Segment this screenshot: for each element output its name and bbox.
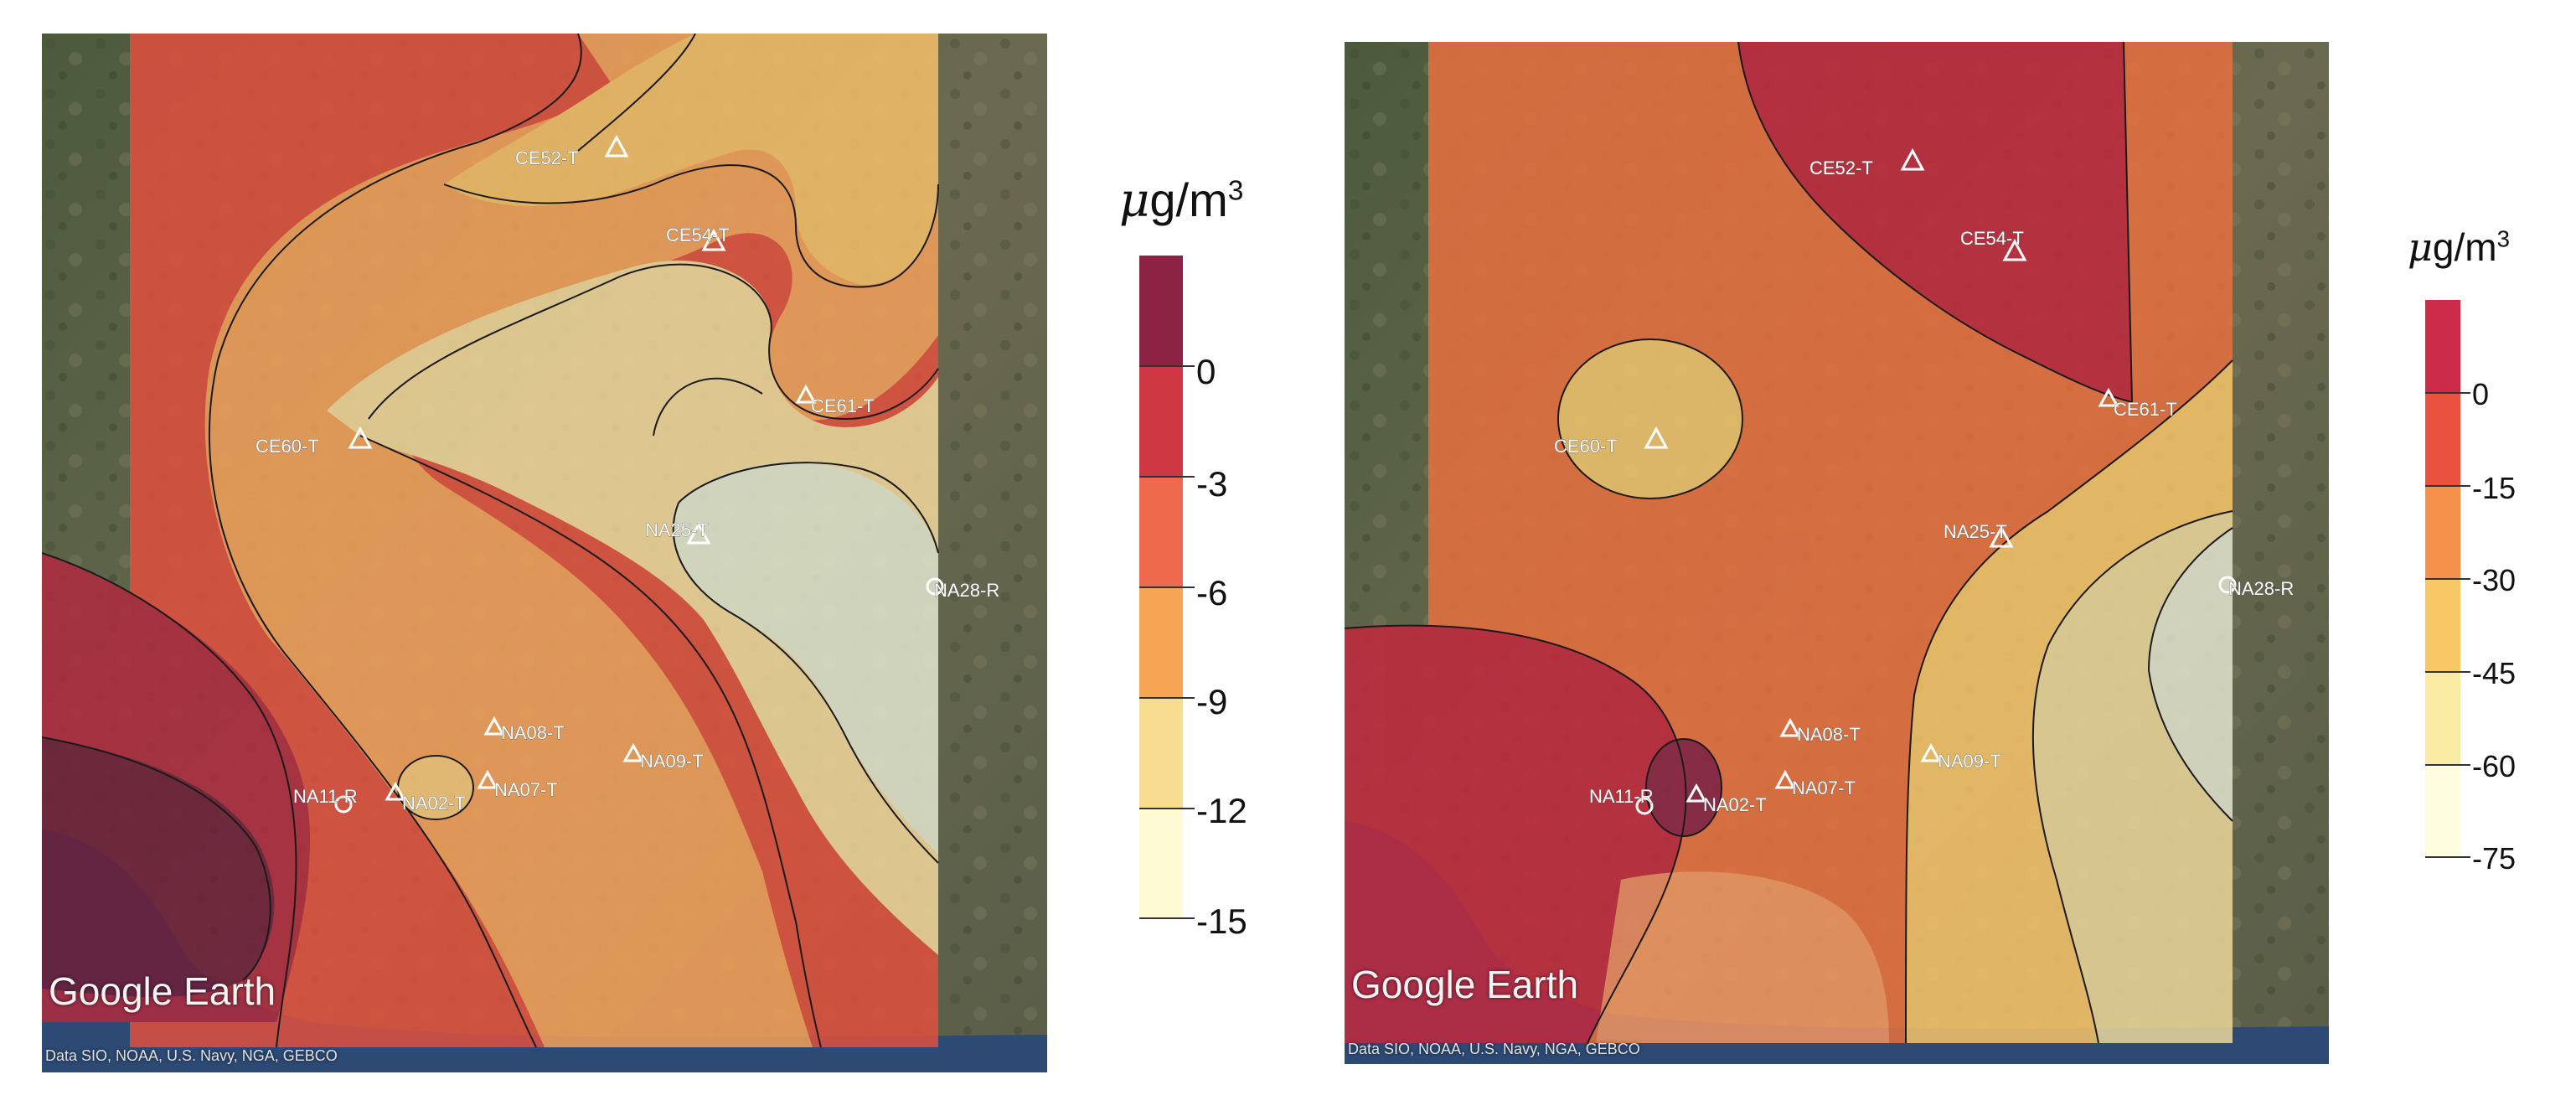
station-label: CE61-T <box>811 395 875 416</box>
right-legend-unit: μg/m3 <box>2408 225 2510 270</box>
right-map[interactable]: CE52-T CE54-T CE61-T CE60-T NA25-T <box>1345 42 2329 1064</box>
sea-area <box>42 829 1047 1072</box>
station-na02[interactable]: NA02-T <box>385 781 466 814</box>
station-label: NA11-R <box>293 786 358 807</box>
station-na28[interactable]: NA28-R <box>926 577 1000 601</box>
legend-tick-label: -9 <box>1196 682 1228 721</box>
legend-tick-label: 0 <box>2472 377 2490 411</box>
legend-color-swatch <box>1139 256 1183 366</box>
legend-color-swatch <box>1139 698 1183 809</box>
station-label: NA25-T <box>645 519 709 540</box>
legend-color-swatch <box>2425 672 2460 765</box>
station-na09[interactable]: NA09-T <box>1920 742 2001 772</box>
contour-lines <box>42 34 939 1048</box>
legend-color-swatch <box>2425 300 2460 393</box>
station-label: CE54-T <box>666 225 730 245</box>
contour-lines <box>1345 42 2233 1044</box>
station-markers: CE52-T CE54-T CE61-T CE60-T NA25-T <box>1554 147 2295 815</box>
station-label: CE60-T <box>256 436 319 457</box>
legend-color-swatch <box>2425 393 2460 486</box>
station-na07[interactable]: NA07-T <box>1774 769 1856 798</box>
left-legend-unit: μg/m3 <box>1119 173 1244 228</box>
station-label: CE61-T <box>2114 399 2177 420</box>
contour-overlay <box>1345 42 2233 1043</box>
legend-tick-label: 0 <box>1196 352 1216 391</box>
right-map-canvas: CE52-T CE54-T CE61-T CE60-T NA25-T <box>1345 42 2329 1064</box>
google-earth-watermark: Google Earth <box>1351 963 1579 1006</box>
station-label: NA08-T <box>501 722 565 743</box>
station-label: NA02-T <box>402 793 466 814</box>
station-na09[interactable]: NA09-T <box>622 742 704 772</box>
station-na02[interactable]: NA02-T <box>1685 783 1767 815</box>
legend-color-swatch <box>2425 579 2460 672</box>
station-ce52[interactable]: CE52-T <box>1809 147 1925 178</box>
station-label: NA08-T <box>1797 724 1861 745</box>
left-legend-colorbar <box>1139 256 1195 919</box>
station-na25[interactable]: NA25-T <box>1944 521 2014 548</box>
station-label: NA02-T <box>1703 794 1767 815</box>
left-map[interactable]: CE52-T CE54-T CE61-T CE60-T NA25-T <box>42 34 1047 1072</box>
legend-tick-label: -30 <box>2472 563 2517 597</box>
legend-color-swatch <box>1139 366 1183 477</box>
station-ce60[interactable]: CE60-T <box>1554 426 1669 457</box>
station-label: NA09-T <box>1938 751 2001 772</box>
legend-tick-label: -60 <box>2472 749 2517 783</box>
station-label: CE60-T <box>1554 436 1618 457</box>
station-ce61[interactable]: CE61-T <box>795 384 875 416</box>
legend-color-swatch <box>2425 765 2460 858</box>
station-label: NA28-R <box>934 580 999 601</box>
legend-tick-label: -15 <box>1196 902 1247 941</box>
left-map-canvas: CE52-T CE54-T CE61-T CE60-T NA25-T <box>42 34 1047 1072</box>
station-ce61[interactable]: CE61-T <box>2098 387 2177 420</box>
legend-color-swatch <box>2425 486 2460 579</box>
station-ce60[interactable]: CE60-T <box>256 426 373 457</box>
station-na25[interactable]: NA25-T <box>645 519 711 545</box>
legend-color-swatch <box>1139 477 1183 587</box>
legend-tick-label: -3 <box>1196 464 1228 504</box>
station-ce52[interactable]: CE52-T <box>515 134 629 168</box>
station-na08[interactable]: NA08-T <box>1779 717 1861 745</box>
station-label: NA07-T <box>494 779 558 800</box>
legend-tick-label: -12 <box>1196 791 1247 830</box>
station-ce54[interactable]: CE54-T <box>666 225 730 251</box>
station-label: NA28-R <box>2228 578 2294 599</box>
station-label: NA09-T <box>640 751 704 772</box>
station-label: NA07-T <box>1792 778 1856 798</box>
station-label: CE52-T <box>515 147 579 168</box>
legend-tick-label: -75 <box>2472 841 2517 876</box>
imagery-attribution: Data SIO, NOAA, U.S. Navy, NGA, GEBCO <box>1348 1041 1640 1057</box>
station-ce54[interactable]: CE54-T <box>1960 228 2027 261</box>
station-markers: CE52-T CE54-T CE61-T CE60-T NA25-T <box>256 134 1000 814</box>
google-earth-watermark: Google Earth <box>49 969 276 1013</box>
station-na11[interactable]: NA11-R <box>293 786 358 814</box>
station-label: NA11-R <box>1589 786 1654 807</box>
station-label: CE52-T <box>1809 158 1873 178</box>
contour-overlay <box>42 34 938 1047</box>
station-na28[interactable]: NA28-R <box>2218 576 2295 599</box>
station-na11[interactable]: NA11-R <box>1589 786 1654 815</box>
legend-color-swatch <box>1139 587 1183 698</box>
legend-tick-label: -45 <box>2472 656 2517 690</box>
legend-tick-label: -6 <box>1196 573 1228 612</box>
legend-tick-label: -15 <box>2472 471 2517 505</box>
station-na07[interactable]: NA07-T <box>477 769 558 800</box>
station-na08[interactable]: NA08-T <box>483 716 565 743</box>
right-legend-colorbar <box>2425 300 2470 858</box>
station-label: NA25-T <box>1944 521 2007 542</box>
station-label: CE54-T <box>1960 228 2024 249</box>
legend-color-swatch <box>1139 809 1183 919</box>
imagery-attribution: Data SIO, NOAA, U.S. Navy, NGA, GEBCO <box>45 1047 338 1064</box>
